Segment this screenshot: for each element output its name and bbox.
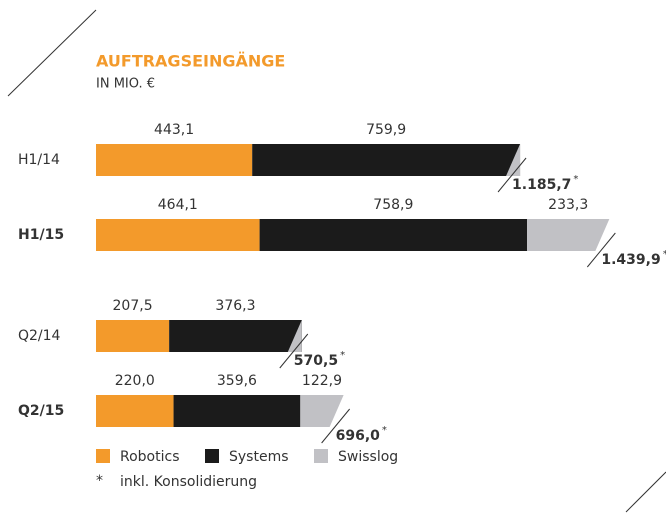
chart-title: AUFTRAGSEINGÄNGE — [96, 52, 285, 71]
value-label: 220,0 — [115, 373, 155, 389]
bar-segment — [96, 320, 170, 352]
total-label: 696,0 — [336, 428, 381, 444]
value-label: 758,9 — [373, 197, 413, 213]
bar-segment — [169, 320, 302, 352]
value-label: 359,6 — [217, 373, 257, 389]
bar-segment — [506, 144, 521, 176]
category-label: Q2/14 — [18, 328, 61, 344]
legend-swatch — [314, 449, 328, 463]
total-marker: * — [573, 174, 578, 185]
bar-segment — [96, 395, 174, 427]
bar-segment — [96, 219, 260, 251]
category-label: Q2/15 — [18, 403, 64, 419]
value-label: 759,9 — [366, 122, 406, 138]
bar-segment — [287, 320, 302, 352]
legend-label: Swisslog — [338, 449, 398, 465]
bar-segment — [173, 395, 301, 427]
total-marker: * — [382, 425, 387, 436]
value-label: 464,1 — [158, 197, 198, 213]
legend-label: Robotics — [120, 449, 180, 465]
decor-line — [625, 471, 666, 513]
bar-segment — [527, 219, 610, 251]
chart-subtitle: IN MIO. € — [96, 77, 155, 92]
total-marker: * — [663, 249, 666, 260]
bar-segment — [259, 219, 528, 251]
total-label: 1.185,7 — [512, 177, 571, 193]
value-label: 376,3 — [215, 298, 255, 314]
total-pointer — [497, 157, 527, 193]
category-label: H1/15 — [18, 227, 64, 243]
legend-swatch — [96, 449, 110, 463]
total-label: 1.439,9 — [601, 252, 660, 268]
value-label: 207,5 — [113, 298, 153, 314]
value-label: 233,3 — [548, 197, 588, 213]
bar-segment — [300, 395, 344, 427]
legend-label: Systems — [229, 449, 289, 465]
total-label: 570,5 — [294, 353, 338, 369]
decor-line — [7, 9, 97, 97]
value-label: 443,1 — [154, 122, 194, 138]
total-pointer — [279, 333, 309, 369]
bar-segment — [252, 144, 521, 176]
footnote: inkl. Konsolidierung — [120, 474, 257, 490]
category-label: H1/14 — [18, 152, 60, 168]
value-label: 122,9 — [302, 373, 342, 389]
legend-swatch — [205, 449, 219, 463]
footnote-marker: * — [96, 473, 103, 489]
total-pointer — [321, 408, 351, 444]
total-marker: * — [340, 350, 345, 361]
bar-segment — [96, 144, 253, 176]
total-pointer — [586, 232, 616, 268]
